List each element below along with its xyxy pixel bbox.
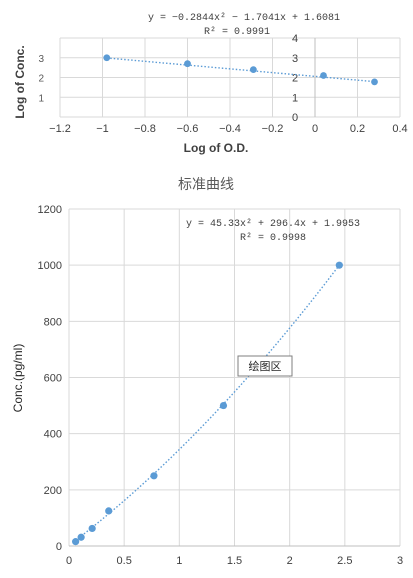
top-chart-y-tick-label: 3: [292, 53, 298, 65]
top-chart-y-tick-label: 4: [292, 33, 298, 45]
top-chart-x-tick-label: −1.2: [49, 123, 71, 135]
top-chart-y-ticks-left: 1 2 3: [38, 54, 44, 105]
top-chart-data-point: [320, 72, 327, 79]
top-chart-trend-line: [106, 57, 375, 83]
top-chart-equation: y = −0.2844x² − 1.7041x + 1.6081: [148, 13, 340, 24]
top-chart-data-point: [249, 66, 257, 73]
top-chart-y-ticks-right: 0 1 2 3 4: [292, 33, 298, 124]
bottom-chart-x-tick-label: 2: [287, 555, 293, 567]
top-chart-y-tick-label: 1: [292, 92, 298, 104]
bottom-chart-y-tick-label: 1200: [38, 204, 62, 216]
bottom-chart-data-point: [77, 533, 85, 541]
bottom-chart-y-axis-title: Conc.(pg/ml): [11, 344, 25, 413]
plot-area-tooltip: 绘图区: [237, 355, 293, 377]
bottom-chart-trendline: [75, 264, 340, 541]
top-chart-y-tick-label-left: 1: [38, 93, 44, 104]
top-chart-x-tick-label: −1: [96, 123, 109, 135]
log-log-chart: −1.2 −1 −0.8 −0.6 −0.4 −0.2 0 0.2 0.4 123 01234 …: [13, 13, 408, 155]
top-chart-r-squared: R² = 0.9991: [204, 27, 270, 38]
bottom-chart-x-tick-label: 0: [66, 555, 72, 567]
bottom-chart-x-tick-label: 1.5: [227, 555, 242, 567]
top-chart-data-point: [371, 78, 378, 86]
bottom-chart-x-ticks: 0 0.5 1 1.5 2 2.5 3: [66, 555, 403, 567]
top-chart-x-tick-label: 0.2: [350, 123, 365, 135]
bottom-chart-data-point: [150, 472, 158, 480]
top-chart-y-tick-label: 0: [292, 112, 298, 124]
top-chart-x-tick-label: −0.2: [262, 123, 284, 135]
bottom-chart-x-tick-label: 0.5: [117, 555, 132, 567]
top-chart-y-tick-label: 2: [292, 73, 298, 85]
top-chart-trendline: [106, 57, 375, 83]
bottom-chart-y-tick-label: 400: [44, 429, 62, 441]
top-chart-data-point: [184, 60, 191, 68]
bottom-chart-x-tick-label: 2.5: [337, 555, 352, 567]
bottom-chart-r-squared: R² = 0.9998: [240, 233, 306, 244]
bottom-chart-points: [72, 261, 343, 546]
top-chart-x-ticks: −1.2 −1 −0.8 −0.6 −0.4 −0.2 0 0.2 0.4: [49, 123, 408, 135]
bottom-chart-y-tick-label: 200: [44, 485, 62, 497]
bottom-chart-trend-curve: [75, 264, 340, 541]
bottom-chart-data-point: [219, 401, 228, 410]
top-chart-gridlines: [59, 37, 401, 118]
top-chart-y-tick-label-left: 3: [38, 54, 44, 65]
bottom-chart-y-tick-label: 800: [44, 316, 62, 328]
top-chart-points: [103, 54, 378, 86]
bottom-chart-x-tick-label: 3: [397, 555, 403, 567]
standard-curve-title: 标准曲线: [178, 176, 234, 192]
bottom-chart-y-ticks: 0 200 400 600 800 1000 1200: [38, 204, 62, 553]
bottom-chart-equation: y = 45.33x² + 296.4x + 1.9953: [186, 219, 360, 230]
bottom-chart-gridlines: [68, 208, 401, 547]
bottom-chart-x-tick-label: 1: [176, 555, 182, 567]
top-chart-x-tick-label: −0.8: [134, 123, 156, 135]
bottom-chart-data-point: [335, 261, 343, 269]
bottom-chart-data-point: [88, 524, 96, 533]
top-chart-x-tick-label: −0.6: [177, 123, 199, 135]
standard-curve-chart: 0 0.5 1 1.5 2 2.5 3 0 200 400 600 800 1000 1200 y = …: [11, 204, 403, 567]
bottom-chart-y-tick-label: 0: [56, 541, 62, 553]
bottom-chart-y-tick-label: 600: [44, 373, 62, 385]
plot-area-tooltip-text: 绘图区: [249, 359, 282, 373]
top-chart-x-tick-label: −0.4: [219, 123, 241, 135]
top-chart-y-tick-label-left: 2: [38, 74, 44, 85]
top-chart-y-axis-title: Log of Conc.: [13, 45, 27, 118]
top-chart-x-tick-label: 0.4: [392, 123, 407, 135]
bottom-chart-data-point: [105, 507, 113, 515]
top-chart-x-tick-label: 0: [312, 123, 318, 135]
bottom-chart-y-tick-label: 1000: [38, 260, 62, 272]
top-chart-data-point: [103, 54, 111, 62]
top-chart-x-axis-title: Log of O.D.: [184, 141, 249, 155]
bottom-chart-data-point: [72, 538, 80, 546]
